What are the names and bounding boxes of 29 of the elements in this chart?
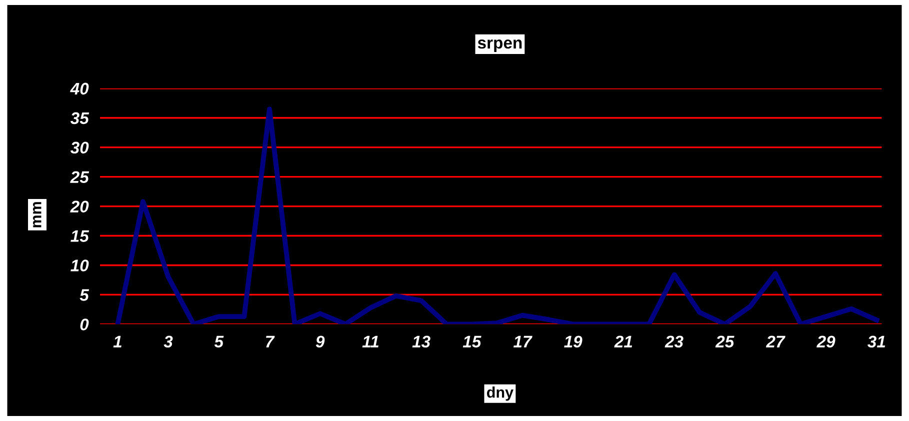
y-tick-label: 0 bbox=[80, 318, 89, 330]
line-series bbox=[115, 106, 880, 324]
x-tick-label: 9 bbox=[316, 336, 325, 348]
x-tick-label: 3 bbox=[164, 336, 173, 348]
x-tick-label: 17 bbox=[513, 336, 532, 348]
y-tick-label: 20 bbox=[70, 200, 89, 212]
x-axis-title: dny bbox=[487, 386, 514, 401]
y-tick-label: 35 bbox=[70, 112, 90, 124]
x-tick-label: 15 bbox=[462, 336, 482, 348]
y-tick-label: 25 bbox=[70, 171, 90, 184]
x-tick-label: 19 bbox=[564, 336, 582, 348]
x-tick-label: 7 bbox=[266, 336, 275, 348]
y-axis-title: mm bbox=[32, 202, 42, 228]
x-tick-label: 1 bbox=[113, 336, 122, 348]
y-tick-label: 5 bbox=[80, 289, 90, 301]
x-tick-label: 21 bbox=[614, 336, 632, 348]
x-tick-label: 23 bbox=[664, 336, 684, 348]
x-tick-label: 25 bbox=[715, 336, 734, 348]
y-tick-label: 40 bbox=[70, 82, 89, 95]
x-tick-label: 31 bbox=[868, 336, 886, 348]
x-tick-label: 11 bbox=[362, 336, 378, 348]
x-tick-label: 27 bbox=[766, 336, 786, 348]
y-tick-label: 10 bbox=[70, 260, 89, 272]
y-tick-label: 30 bbox=[70, 142, 89, 154]
chart-title: srpen bbox=[478, 40, 522, 52]
x-tick-label: 29 bbox=[816, 336, 836, 348]
y-tick-label: 15 bbox=[70, 230, 90, 242]
x-tick-label: 5 bbox=[214, 336, 224, 348]
x-tick-label: 13 bbox=[412, 336, 430, 348]
